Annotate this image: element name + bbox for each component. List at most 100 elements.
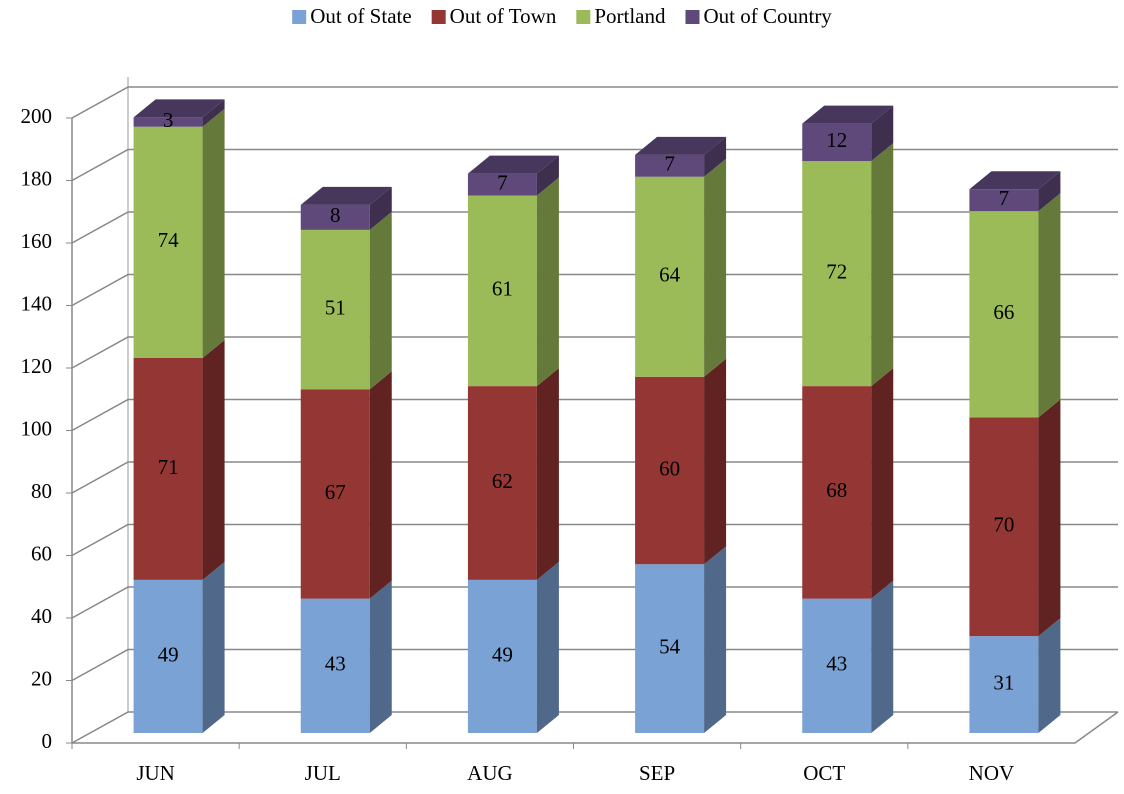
grid-line: [71, 273, 1118, 307]
bar: [467, 173, 537, 196]
bar: [635, 376, 705, 565]
bar-side: [1038, 399, 1061, 637]
bar: [300, 204, 370, 230]
bar: [635, 564, 705, 733]
y-tick-label: 100: [21, 416, 53, 440]
grid-line: [71, 148, 1118, 182]
bar-top: [133, 99, 225, 118]
grid-line: [71, 398, 1118, 432]
data-label: 72: [826, 259, 847, 283]
y-tick-label: 40: [31, 604, 52, 628]
legend-swatch: [576, 10, 591, 24]
bar: [300, 598, 370, 733]
bar-side: [871, 105, 894, 162]
legend-swatch: [431, 10, 446, 24]
legend-label: Out of Country: [703, 4, 832, 28]
legend-swatch: [292, 10, 307, 24]
data-label: 12: [826, 128, 847, 152]
data-label: 60: [659, 456, 680, 480]
bar-side: [369, 186, 392, 230]
bar-side: [871, 368, 894, 599]
bar-side: [202, 108, 225, 358]
data-label: 3: [163, 108, 174, 132]
data-label: 7: [497, 170, 508, 194]
bar-top: [969, 171, 1061, 190]
bar: [802, 123, 872, 162]
bar-side: [536, 177, 559, 387]
data-label: 7: [999, 186, 1010, 210]
bar: [467, 386, 537, 580]
grid-line: [71, 711, 1118, 744]
bar-side: [1038, 171, 1061, 212]
x-tick-label: NOV: [969, 761, 1015, 785]
data-label: 74: [158, 228, 180, 252]
bar: [802, 386, 872, 599]
y-tick-label: 20: [31, 666, 52, 690]
bar-side: [1038, 618, 1061, 733]
y-tick-label: 60: [31, 541, 52, 565]
data-label: 49: [492, 642, 513, 666]
bar-top: [467, 155, 559, 174]
x-tick-label: JUL: [305, 761, 341, 785]
data-label: 7: [664, 152, 675, 176]
data-label: 67: [325, 480, 346, 504]
bar: [300, 389, 370, 599]
bar-side: [536, 368, 559, 580]
x-tick-label: OCT: [803, 761, 845, 785]
bar: [467, 579, 537, 733]
bar: [133, 126, 203, 358]
grid-line: [71, 336, 1118, 369]
bar-side: [704, 546, 727, 733]
grid-line: [71, 523, 1118, 557]
grid-line: [71, 648, 1118, 682]
bar: [802, 161, 872, 387]
data-label: 61: [492, 277, 513, 301]
bar-top: [802, 105, 894, 124]
bar-side: [871, 143, 894, 387]
x-axis: [72, 711, 1119, 744]
bar-top: [635, 136, 727, 155]
data-label: 8: [330, 203, 341, 227]
bar-side: [1038, 193, 1061, 418]
bar-side: [202, 561, 225, 733]
y-tick-label: 180: [21, 166, 53, 190]
data-label: 43: [826, 652, 847, 676]
y-tick-label: 140: [21, 291, 53, 315]
data-label: 31: [993, 670, 1014, 694]
data-label: 71: [158, 455, 179, 479]
x-tick-label: JUN: [136, 761, 175, 785]
legend-label: Out of State: [310, 4, 411, 28]
data-label: 51: [325, 295, 346, 319]
x-tick-label: SEP: [639, 761, 675, 785]
data-label: 70: [993, 513, 1014, 537]
y-tick-label: 120: [21, 354, 53, 378]
bar: [802, 598, 872, 733]
bar-side: [369, 211, 392, 390]
bar: [133, 358, 203, 580]
bar: [133, 579, 203, 733]
bar: [969, 189, 1039, 212]
bar: [969, 636, 1039, 733]
bar-side: [704, 358, 727, 565]
bar-side: [704, 136, 727, 177]
data-label: 64: [659, 263, 681, 287]
data-label: 54: [659, 634, 681, 658]
bar: [635, 154, 705, 177]
bar: [467, 195, 537, 387]
bar-side: [202, 340, 225, 580]
y-tick-label: 160: [21, 229, 53, 253]
bar-side: [369, 580, 392, 733]
x-tick-label: AUG: [467, 761, 513, 785]
bar-side: [202, 99, 225, 127]
y-tick-label: 0: [42, 729, 53, 753]
legend-label: Out of Town: [450, 4, 557, 28]
bar-side: [369, 371, 392, 599]
bar-side: [704, 158, 727, 377]
grid-line: [71, 211, 1118, 244]
grid-line: [71, 86, 1118, 119]
bar-side: [871, 580, 894, 733]
data-label: 62: [492, 469, 513, 493]
bar-side: [536, 155, 559, 196]
grid-line: [71, 461, 1118, 494]
